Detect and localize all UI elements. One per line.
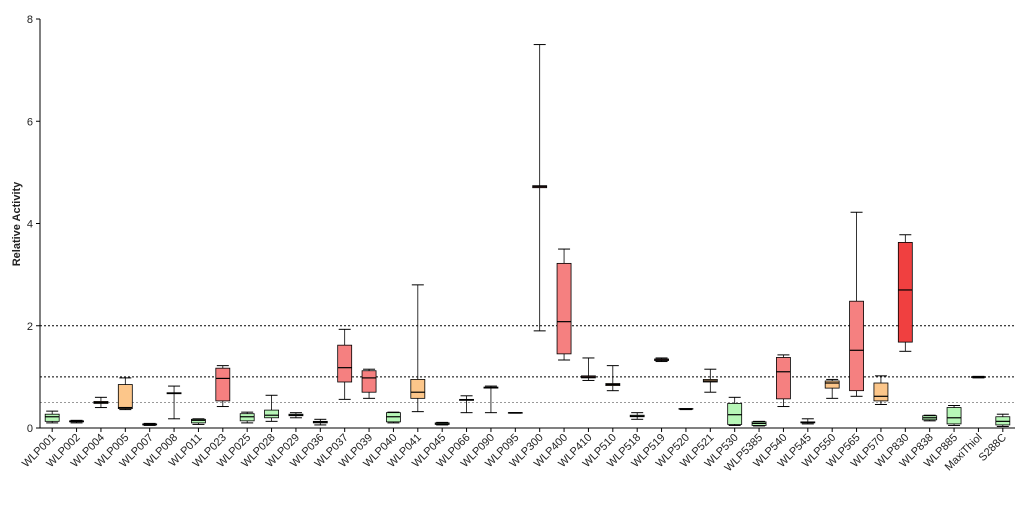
x-tick-label: S288C xyxy=(977,432,1009,464)
box xyxy=(824,380,840,389)
box xyxy=(191,418,206,424)
y-tick-label: 6 xyxy=(27,116,33,128)
y-tick-label: 8 xyxy=(27,14,33,26)
box xyxy=(727,403,743,425)
y-tick-label: 4 xyxy=(27,219,33,231)
box xyxy=(361,370,377,393)
y-tick-label: 2 xyxy=(27,321,33,333)
box xyxy=(946,407,962,425)
box xyxy=(556,262,572,355)
box xyxy=(849,300,864,392)
box xyxy=(337,344,353,383)
y-tick-label: 0 xyxy=(27,423,33,435)
box xyxy=(776,357,791,400)
box xyxy=(873,382,889,402)
box xyxy=(44,413,60,422)
box xyxy=(410,379,426,399)
box xyxy=(117,384,133,409)
box xyxy=(264,409,279,419)
y-axis-label: Relative Activity xyxy=(11,181,23,266)
box xyxy=(215,367,231,402)
box xyxy=(897,242,913,343)
